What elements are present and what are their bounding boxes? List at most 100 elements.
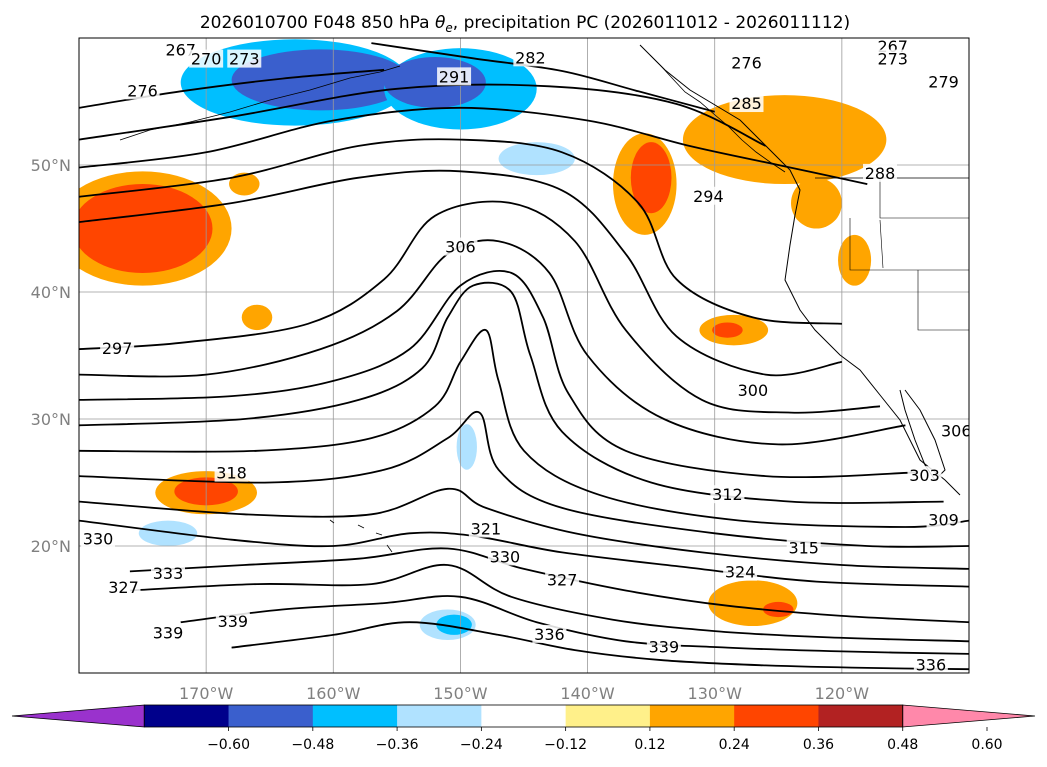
contour-label: 339 [649, 638, 680, 657]
contour-label-bg [907, 466, 942, 485]
lon-tick-label: 130°W [688, 684, 743, 703]
contour-label-bg [786, 538, 821, 557]
colorbar-tick-label: −0.36 [376, 737, 419, 753]
precip-region [838, 234, 872, 286]
contour-label-bg [926, 72, 961, 91]
contour-label: 327 [108, 578, 139, 597]
colorbar-tick-label: −0.24 [460, 737, 503, 753]
contour-label: 330 [490, 547, 521, 566]
us-state-borders [849, 178, 969, 331]
contour-label-bg [729, 94, 764, 113]
contour-label: 267 [165, 41, 196, 60]
contour-label-bg [691, 186, 726, 205]
colorbar-extend-low [11, 704, 145, 728]
lon-tick-label: 170°W [179, 684, 234, 703]
contour-label-bg [913, 655, 948, 673]
contour-label-bg [214, 463, 249, 482]
contour-label: 327 [547, 570, 578, 589]
contour-label-bg [735, 381, 770, 400]
gridlines [79, 38, 969, 673]
contour-318 [79, 519, 969, 588]
contour-label-bg [189, 49, 224, 68]
colorbar-tick-label: 0.12 [634, 737, 665, 753]
contour-label: 336 [534, 625, 565, 644]
contour-label-bg [513, 48, 548, 67]
precip-region [791, 177, 842, 229]
precip-region [241, 304, 273, 331]
longitude-axis: 170°W 160°W 150°W 140°W 130°W 120°W [179, 684, 869, 703]
lat-tick-label: 20°N [31, 537, 71, 556]
contour-294 [79, 169, 843, 377]
contour-label: 321 [471, 519, 502, 538]
precip-region [229, 172, 260, 196]
precip-region [79, 184, 213, 273]
contour-label: 318 [216, 464, 247, 483]
contour-label-bg [723, 562, 758, 581]
colorbar-segment [228, 705, 314, 727]
contour-336 [231, 621, 969, 671]
precip-region [763, 601, 794, 618]
contour-label: 303 [909, 466, 940, 485]
contour-label: 294 [693, 187, 724, 206]
contour-label: 273 [229, 50, 260, 69]
lon-tick-label: 150°W [433, 684, 488, 703]
precip-region [712, 322, 743, 338]
colorbar-tick-label: −0.12 [544, 737, 587, 753]
colorbar-tick-label: 0.60 [971, 737, 1002, 753]
contour-label-bg [215, 612, 250, 631]
lat-tick-label: 50°N [31, 156, 71, 175]
contour-label-bg [100, 339, 135, 358]
contour-label: 336 [916, 655, 947, 674]
colorbar-segment [144, 705, 230, 727]
contour-291 [79, 138, 842, 325]
contour-288 [79, 106, 868, 185]
contour-label-bg [443, 237, 478, 256]
colorbar-tick-label: 0.36 [803, 737, 834, 753]
lat-tick-label: 30°N [31, 410, 71, 429]
colorbar-segment [734, 705, 819, 727]
contour-label-bg [106, 577, 141, 596]
contour-label: 273 [877, 50, 908, 69]
contour-276 [79, 68, 385, 109]
colorbar-extend-high [902, 704, 1036, 728]
contour-label-bg [151, 623, 185, 642]
contour-300 [79, 239, 906, 446]
contour-label: 279 [928, 72, 959, 91]
colorbar-tick-label: −0.48 [291, 737, 334, 753]
contour-label-bg [545, 570, 580, 589]
contour-label: 309 [928, 511, 959, 530]
precip-region [682, 95, 887, 185]
contour-label-bg [646, 637, 681, 656]
precip-region [138, 520, 198, 546]
contour-label: 330 [83, 530, 114, 549]
contour-label: 312 [712, 485, 743, 504]
contour-label-bg [939, 421, 969, 440]
contour-label: 339 [218, 612, 249, 631]
contour-label-bg [875, 49, 910, 68]
contour-label: 339 [153, 624, 184, 643]
contour-label-bg [437, 67, 472, 86]
lon-tick-label: 160°W [306, 684, 361, 703]
contour-label-bg [710, 485, 745, 504]
lat-tick-label: 40°N [31, 283, 71, 302]
contour-label-bg [125, 81, 160, 100]
precip-region [231, 49, 410, 111]
contour-label-bg [532, 624, 567, 643]
lon-tick-label: 140°W [560, 684, 615, 703]
colorbar-segment [818, 705, 904, 727]
precip-region [436, 614, 472, 635]
north-america-coastline [639, 44, 961, 496]
colorbar-segment [649, 705, 735, 727]
contour-label: 315 [788, 539, 819, 558]
contour-321 [129, 547, 969, 624]
contour-label-bg [151, 563, 185, 582]
contour-label: 282 [515, 48, 546, 67]
map-frame [78, 37, 970, 674]
contour-label-bg [487, 547, 522, 566]
contour-label: 333 [153, 564, 184, 583]
precip-region [630, 142, 672, 214]
colorbar-segment [565, 705, 651, 727]
